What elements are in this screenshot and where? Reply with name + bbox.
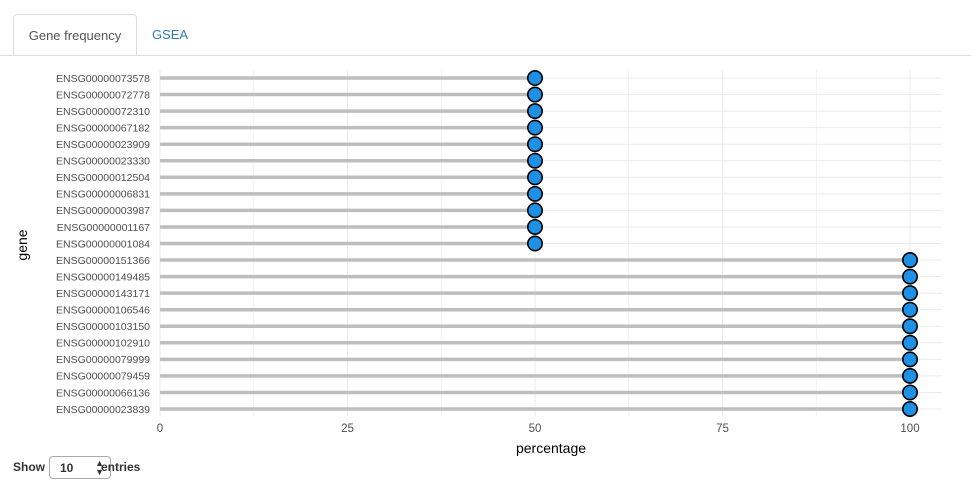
lollipop-point [526, 169, 543, 186]
y-tick-label: ENSG00000067182 [56, 122, 150, 134]
y-tick-label: ENSG00000079459 [56, 371, 150, 383]
select-arrows-icon: ▲ ▼ [95, 458, 104, 477]
lollipop-point [901, 400, 918, 417]
y-tick-label: ENSG00000143171 [56, 288, 150, 300]
show-label: Show [13, 460, 45, 474]
y-tick-label: ENSG00000023839 [56, 404, 150, 416]
lollipop-point [901, 301, 918, 318]
lollipop-point [901, 285, 918, 302]
lollipop-point [901, 268, 918, 285]
y-tick-label: ENSG00000003987 [56, 205, 150, 217]
lollipop-point [526, 235, 543, 252]
y-axis-title: gene [14, 229, 30, 260]
tab-bar: Gene frequency GSEA [0, 0, 971, 56]
x-tick-label: 25 [341, 423, 354, 435]
lollipop-point [901, 334, 918, 351]
lollipop-point [901, 351, 918, 368]
x-axis-title: percentage [516, 440, 586, 456]
y-tick-label: ENSG00000073578 [56, 73, 150, 85]
lollipop-point [526, 70, 543, 86]
y-tick-label: ENSG00000023909 [56, 139, 150, 151]
x-tick-label: 100 [900, 423, 919, 435]
x-tick-label: 50 [529, 423, 542, 435]
y-tick-label: ENSG00000149485 [56, 271, 150, 283]
y-tick-label: ENSG00000001084 [56, 238, 150, 250]
lollipop-point [901, 318, 918, 335]
y-tick-label: ENSG00000103150 [56, 321, 150, 333]
lollipop-point [901, 367, 918, 384]
y-tick-label: ENSG00000066136 [56, 387, 150, 399]
lollipop-point [526, 185, 543, 202]
y-tick-label: ENSG00000012504 [56, 172, 150, 184]
y-tick-label: ENSG00000001167 [57, 222, 150, 234]
lollipop-point [526, 136, 543, 153]
lollipop-chart: ENSG00000073578 ENSG00000072778 ENSG000000… [14, 70, 942, 456]
x-tick-label: 0 [157, 423, 163, 435]
y-tick-label: ENSG00000023330 [56, 156, 150, 168]
y-tick-label: ENSG00000006831 [56, 189, 150, 201]
y-tick-label: ENSG00000151366 [56, 255, 150, 267]
y-tick-label: ENSG00000102910 [56, 338, 150, 350]
entries-select[interactable]: 10 ▲ ▼ [49, 456, 111, 479]
y-tick-label: ENSG00000072310 [56, 106, 150, 118]
lollipop-point [526, 218, 543, 235]
tab-gene-frequency[interactable]: Gene frequency [13, 14, 137, 56]
lollipop-point [526, 202, 543, 219]
lollipop-point [526, 119, 543, 136]
lollipop-point [526, 103, 543, 120]
x-tick-label: 75 [716, 423, 729, 435]
entries-label: entries [101, 460, 141, 474]
y-tick-label: ENSG00000106546 [56, 305, 150, 317]
lollipop-point [901, 384, 918, 401]
tab-gsea[interactable]: GSEA [151, 27, 189, 42]
tab-divider [0, 55, 971, 56]
lollipop-point [526, 86, 543, 103]
lollipop-point [901, 252, 918, 269]
entries-select-value: 10 [60, 461, 74, 475]
y-tick-label: ENSG00000072778 [56, 89, 150, 101]
lollipop-point [526, 152, 543, 169]
y-tick-label: ENSG00000079999 [56, 354, 150, 366]
